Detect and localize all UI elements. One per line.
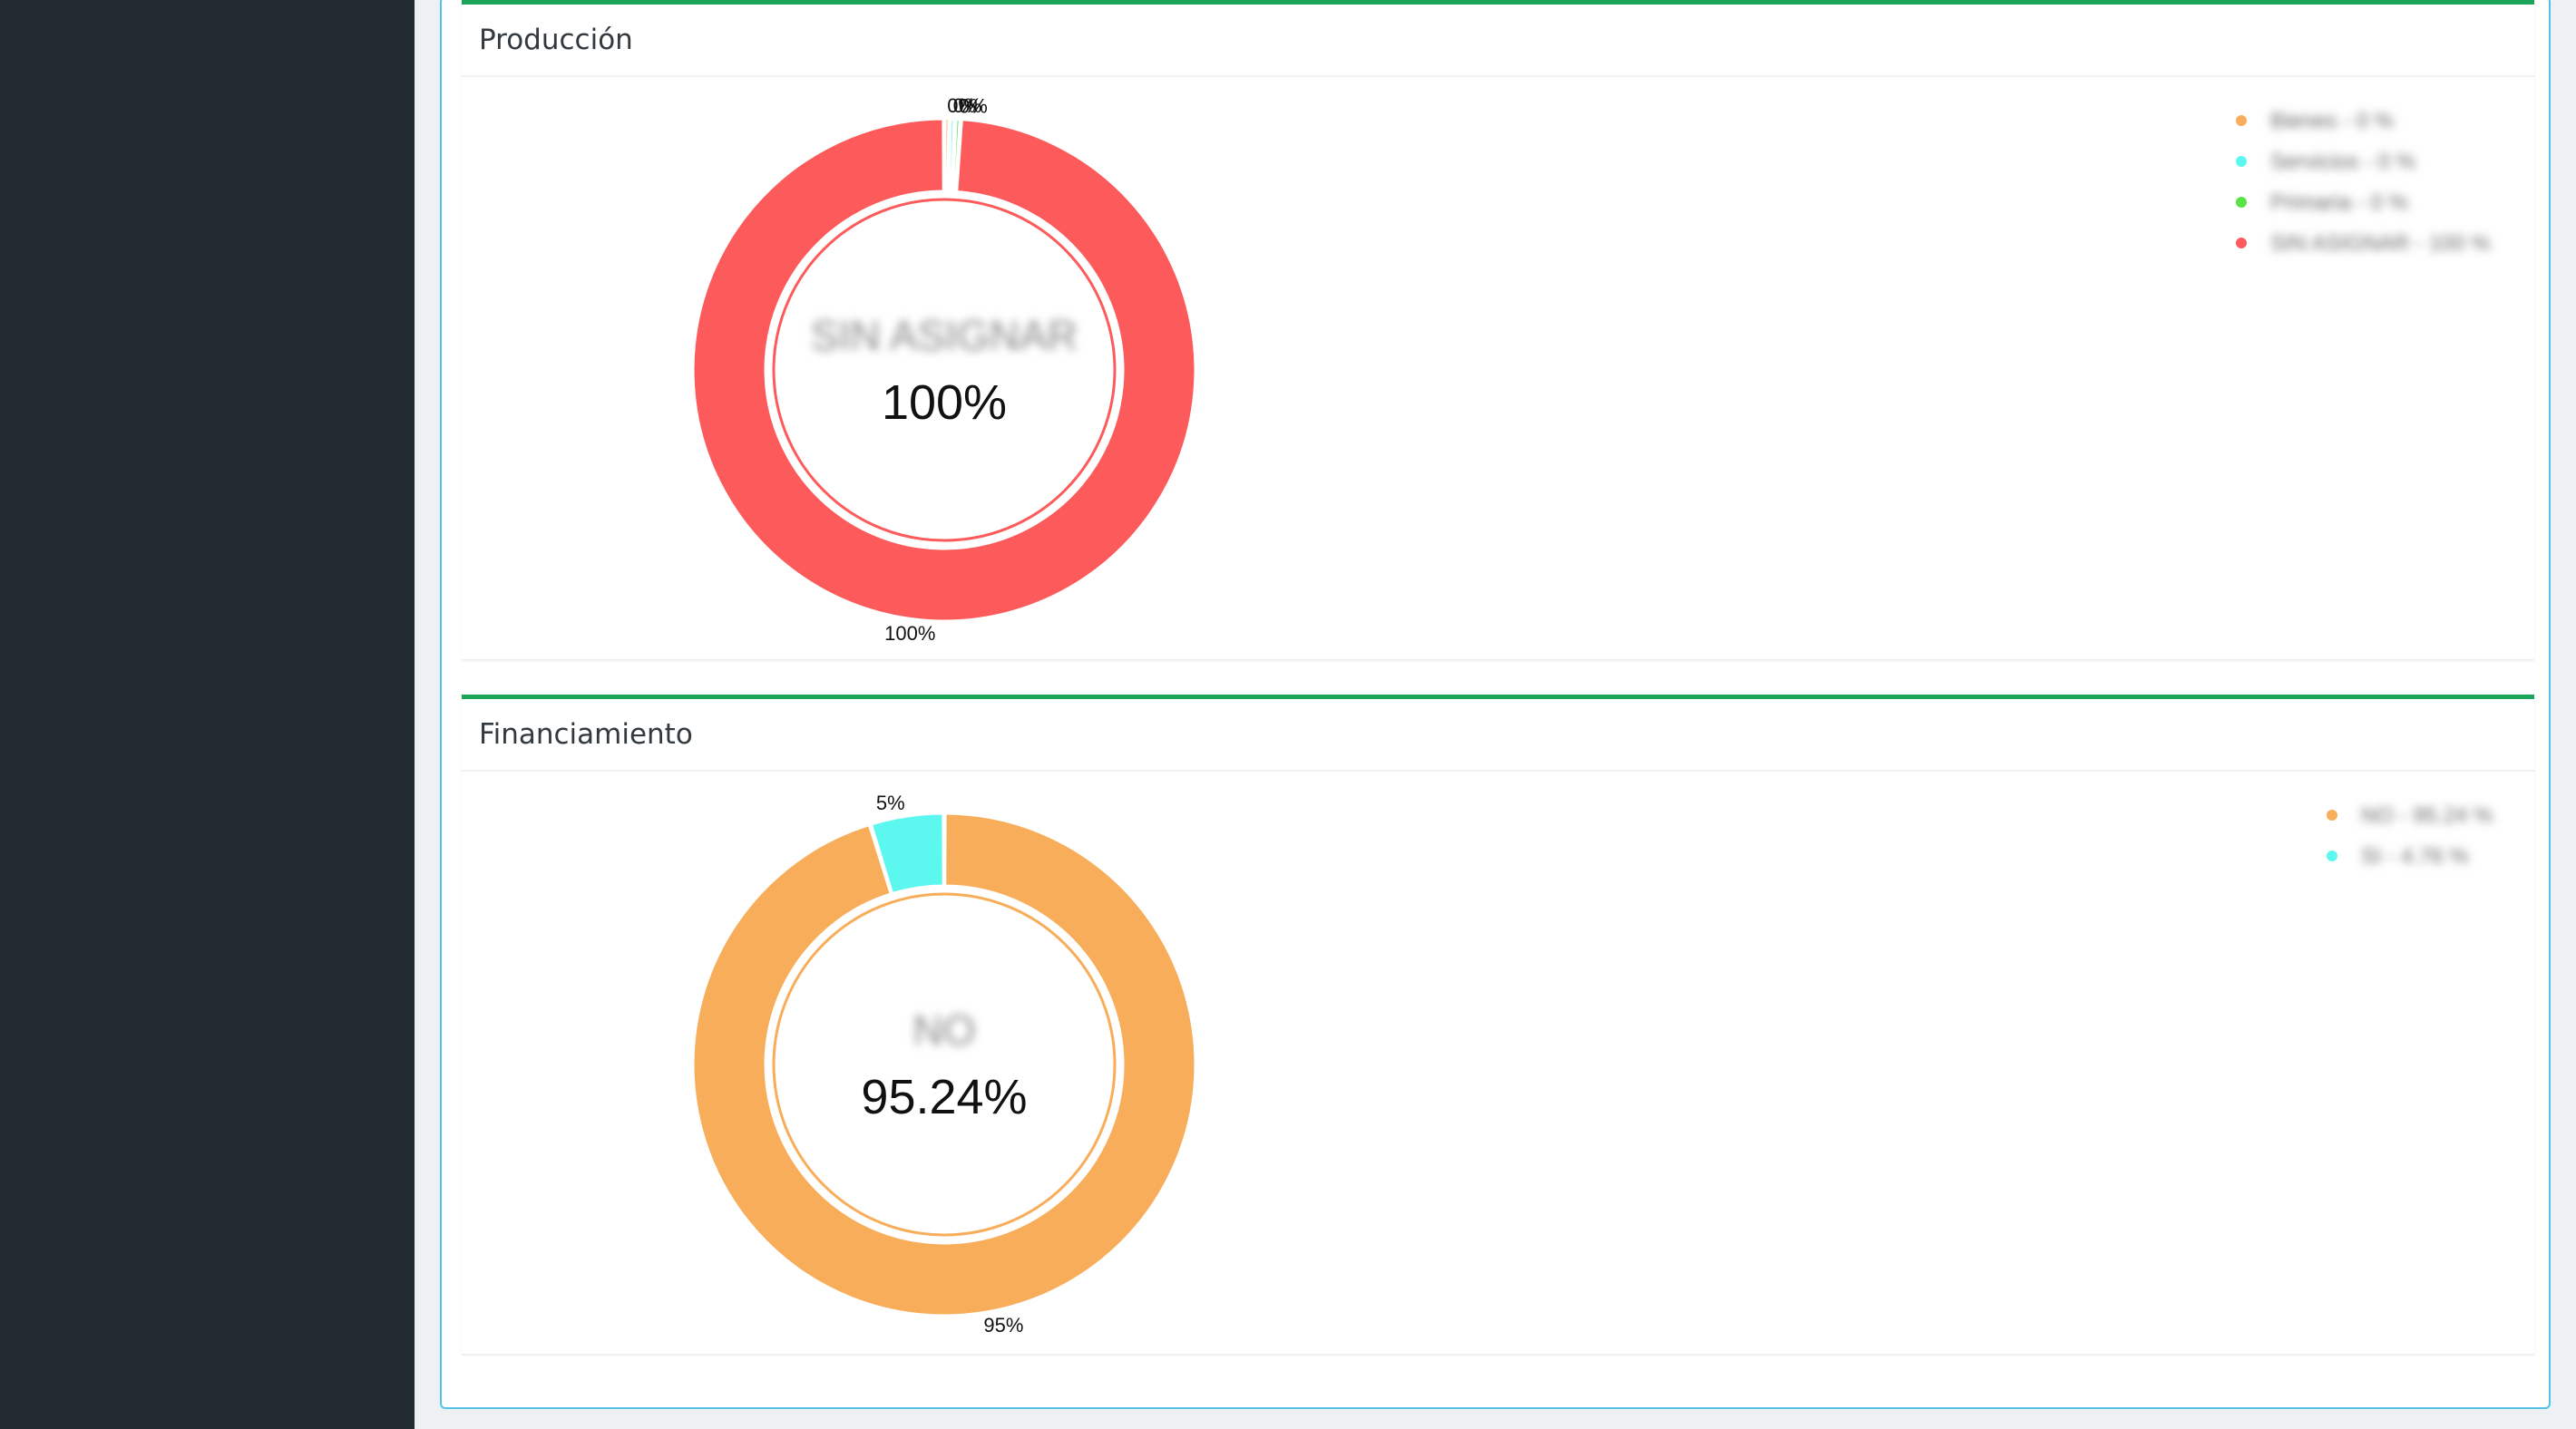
legend-marker-no <box>2327 810 2337 821</box>
card-title: Financiamiento <box>479 718 693 751</box>
produccion-card: Producción 0% 0% 0% 100% SIN ASIGNAR 100% Bien… <box>462 0 2534 659</box>
legend-item-servicios[interactable]: Servicios - 0 % <box>2270 150 2415 174</box>
financiamiento-chart-area: 95% 5% NO 95.24% NO - 95.24 % SI - 4.76 % <box>462 772 2534 1352</box>
center-value: 100% <box>882 375 1007 430</box>
sidebar <box>0 0 415 1429</box>
card-header: Producción <box>462 5 2534 77</box>
center-label: NO <box>913 1006 976 1054</box>
legend-item-no[interactable]: NO - 95.24 % <box>2361 803 2493 828</box>
produccion-chart-area: 0% 0% 0% 100% SIN ASIGNAR 100% Bienes - 0 % Ser… <box>462 77 2534 657</box>
inner-ring <box>772 198 1117 542</box>
slice-no[interactable] <box>691 812 1197 1317</box>
legend-marker-servicios <box>2236 156 2247 167</box>
card-title: Producción <box>479 24 633 56</box>
center-label: SIN ASIGNAR <box>811 312 1078 359</box>
slice-label-no: 95% <box>983 1314 1023 1337</box>
slice-primaria[interactable] <box>951 117 961 193</box>
slice-sin-asignar[interactable] <box>691 117 1197 623</box>
legend-item-si[interactable]: SI - 4.76 % <box>2361 844 2469 869</box>
produccion-donut-chart: 0%0%0% 100% SIN ASIGNAR 100% Bienes - 0 % Ser… <box>691 94 2491 645</box>
legend-marker-sin-asignar <box>2236 238 2247 248</box>
slice-si[interactable] <box>869 812 945 896</box>
financiamiento-card: Financiamiento 95% 5% NO 95.24% NO - 95.24 %… <box>462 695 2534 1354</box>
legend-marker-bienes <box>2236 115 2247 126</box>
legend-item-sin-asignar[interactable]: SIN ASIGNAR - 100 % <box>2270 231 2491 256</box>
center-value: 95.24% <box>861 1070 1027 1124</box>
slice-label-bienes: 0% <box>947 94 976 117</box>
legend-marker-primaria <box>2236 197 2247 208</box>
inner-ring <box>772 892 1117 1237</box>
slice-bienes[interactable] <box>943 117 951 193</box>
legend-item-primaria[interactable]: Primaria - 0 % <box>2270 190 2408 215</box>
slice-label-servicios: 0% <box>953 94 982 117</box>
card-header: Financiamiento <box>462 699 2534 772</box>
legend-item-bienes[interactable]: Bienes - 0 % <box>2270 109 2394 133</box>
financiamiento-donut-chart: 95% 5% NO 95.24% NO - 95.24 % SI - 4.76 % <box>691 792 2493 1337</box>
slice-label-sin-asignar: 100% <box>884 622 935 645</box>
slice-label-primaria: 0% <box>959 94 988 117</box>
slice-servicios[interactable] <box>947 117 956 193</box>
legend-marker-si <box>2327 851 2337 861</box>
slice-label-si: 5% <box>876 792 905 814</box>
